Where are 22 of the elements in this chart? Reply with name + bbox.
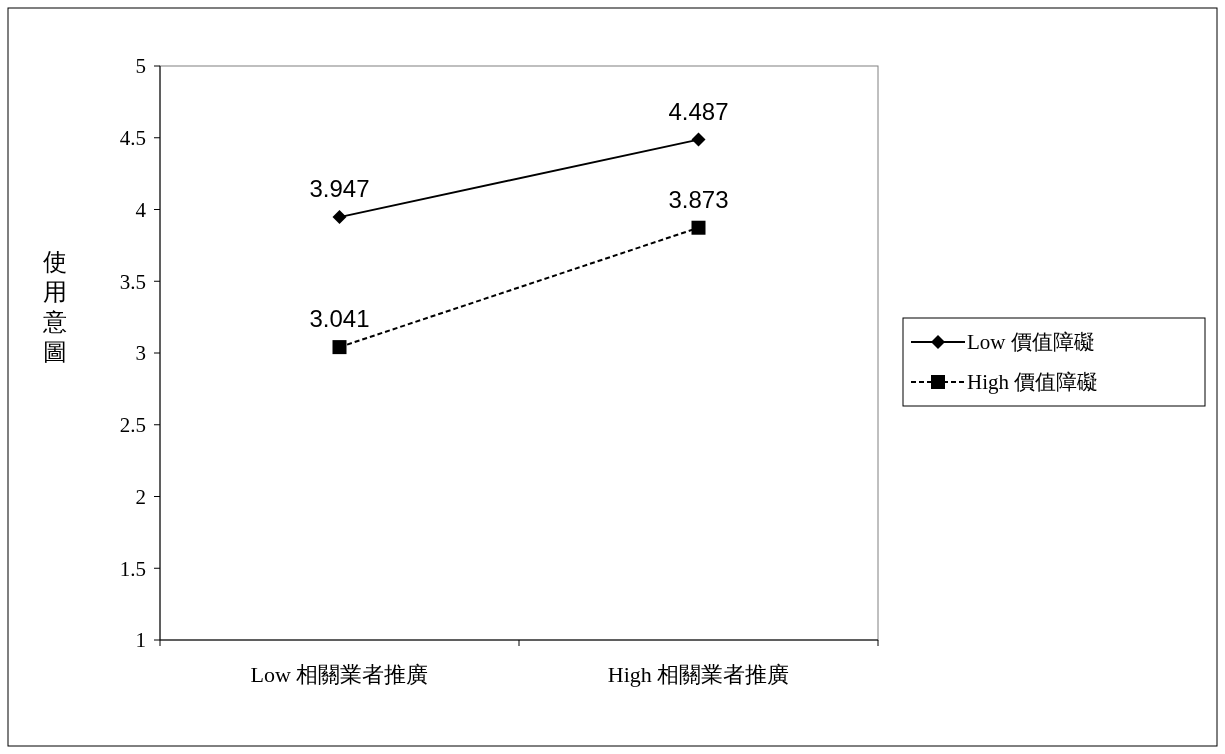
y-tick-label: 1 [135,628,146,653]
y-tick-label: 4.5 [119,126,146,151]
legend-label: Low 價值障礙 [967,330,1095,355]
point [691,132,706,147]
data-label: 3.873 [668,185,729,213]
point [332,340,347,355]
y-tick-label: 3.5 [119,269,146,294]
y-axis-title: 使用意圖 [42,249,67,365]
y-tick-label: 4 [135,197,147,222]
y-tick-label: 2 [135,484,146,509]
point [332,210,347,225]
x-tick-label: Low 相關業者推廣 [250,662,429,687]
x-tick-label: High 相關業者推廣 [607,662,790,687]
y-tick-label: 1.5 [119,556,146,581]
legend-label: High 價值障礙 [967,370,1099,395]
data-label: 3.947 [309,175,370,203]
data-label: 3.041 [309,305,370,333]
y-tick-label: 5 [135,54,146,79]
y-tick-label: 2.5 [119,413,146,438]
data-label: 4.487 [668,97,729,125]
y-tick-label: 3 [135,341,146,366]
point [691,220,706,235]
